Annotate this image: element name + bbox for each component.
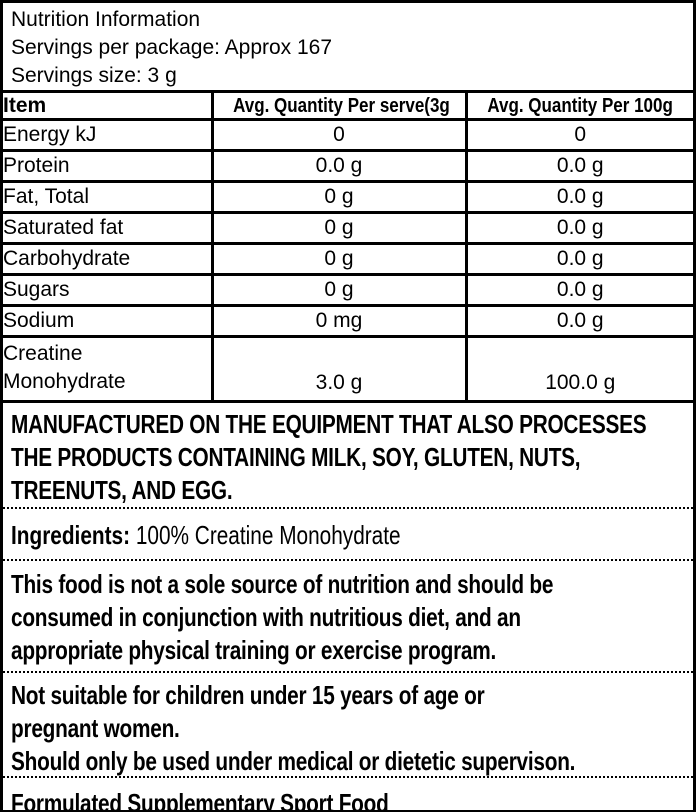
advisory-statement: This food is not a sole source of nutrit… [11, 569, 554, 665]
row-value-per-100g: 0.0 g [464, 149, 693, 183]
row-value-per-100g: 0 [464, 118, 693, 152]
serving-size: Servings size: 3 g [11, 64, 177, 87]
table-row: Energy kJ 0 0 [3, 118, 693, 152]
table-row: Carbohydrate 0 g 0.0 g [3, 242, 693, 276]
col-header-per-serve: Avg. Quantity Per serve(3g [210, 90, 468, 121]
table-header-row: Item Avg. Quantity Per serve(3g Avg. Qua… [3, 90, 693, 121]
nutrition-title: Nutrition Information [11, 8, 201, 31]
ingredients-section: Ingredients: 100% Creatine Monohydrate [3, 509, 693, 561]
row-item-label: Fat, Total [3, 180, 214, 214]
ingredients-label: Ingredients: [11, 520, 131, 550]
row-item-label: Creatine Monohydrate [3, 335, 214, 403]
col-header-item: Item [3, 90, 214, 121]
row-value-per-100g: 0.0 g [464, 304, 693, 338]
row-value-per-100g: 0.0 g [464, 273, 693, 307]
row-value-per-serve: 0 g [210, 242, 468, 276]
label-header-block: Nutrition Information Servings per packa… [3, 3, 693, 90]
table-row: Sugars 0 g 0.0 g [3, 273, 693, 307]
nutrition-table: Item Avg. Quantity Per serve(3g Avg. Qua… [3, 90, 693, 403]
table-row: Saturated fat 0 g 0.0 g [3, 211, 693, 245]
table-row: Creatine Monohydrate 3.0 g 100.0 g [3, 335, 693, 403]
row-value-per-100g: 0.0 g [464, 180, 693, 214]
table-row: Sodium 0 mg 0.0 g [3, 304, 693, 338]
row-value-per-100g: 0.0 g [464, 211, 693, 245]
servings-per-package: Servings per package: Approx 167 [11, 36, 333, 59]
row-value-per-100g: 0.0 g [464, 242, 693, 276]
col-header-per-100g-label: Avg. Quantity Per 100g [487, 94, 673, 117]
ingredients-line: Ingredients: 100% Creatine Monohydrate [11, 519, 685, 551]
row-value-per-serve: 0 g [210, 273, 468, 307]
col-header-per-serve-label: Avg. Quantity Per serve(3g [232, 94, 450, 117]
row-value-per-serve: 0 [210, 118, 468, 152]
warning-statement: Not suitable for children under 15 years… [11, 680, 576, 776]
advisory-statement-section: This food is not a sole source of nutrit… [3, 561, 693, 673]
table-row: Protein 0.0 g 0.0 g [3, 149, 693, 183]
food-type-section: Formulated Supplementary Sport Food [3, 778, 693, 812]
row-value-per-serve: 0 g [210, 211, 468, 245]
col-header-per-100g: Avg. Quantity Per 100g [464, 90, 693, 121]
warning-statement-section: Not suitable for children under 15 years… [3, 673, 693, 778]
row-item-label: Sugars [3, 273, 214, 307]
row-item-label: Carbohydrate [3, 242, 214, 276]
row-item-label: Saturated fat [3, 211, 214, 245]
row-value-per-serve: 0 g [210, 180, 468, 214]
allergen-statement: MANUFACTURED ON THE EQUIPMENT THAT ALSO … [11, 409, 647, 505]
food-type-statement: Formulated Supplementary Sport Food [11, 788, 389, 812]
row-item-label: Energy kJ [3, 118, 214, 152]
row-value-per-100g: 100.0 g [464, 335, 693, 403]
table-row: Fat, Total 0 g 0.0 g [3, 180, 693, 214]
row-value-per-serve: 0.0 g [210, 149, 468, 183]
ingredients-value: 100% Creatine Monohydrate [130, 520, 401, 550]
row-item-label: Protein [3, 149, 214, 183]
allergen-statement-section: MANUFACTURED ON THE EQUIPMENT THAT ALSO … [3, 403, 693, 509]
row-value-per-serve: 3.0 g [210, 335, 468, 403]
row-item-label: Sodium [3, 304, 214, 338]
row-value-per-serve: 0 mg [210, 304, 468, 338]
